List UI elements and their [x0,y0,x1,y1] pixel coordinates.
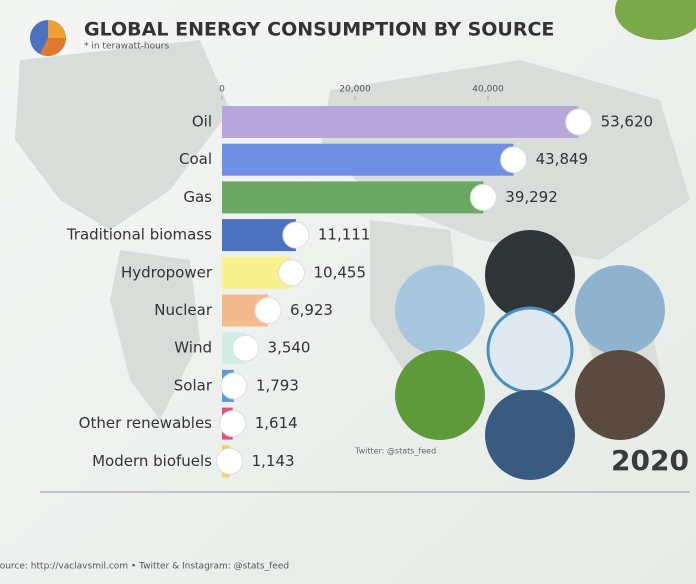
image-collage [395,230,665,480]
x-tick-label: 0 [219,85,225,95]
year: 2020 [611,444,689,477]
category-label: Other renewables [79,414,213,432]
bar-icon [565,108,593,136]
bar-icon [278,259,306,287]
leaf-decoration [615,0,696,40]
bar-icon [219,410,247,438]
credit: Twitter: @stats_feed [354,447,436,456]
x-tick-label: 40,000 [472,85,504,95]
source: Source: http://vaclavsmil.com • Twitter … [0,562,289,572]
value-label: 1,143 [252,452,295,470]
bar-icon [232,334,260,362]
category-label: Hydropower [121,263,213,281]
category-label: Solar [174,376,213,394]
value-label: 39,292 [505,188,558,206]
chart-title: GLOBAL ENERGY CONSUMPTION BY SOURCE [84,19,554,41]
bar-icon [282,221,310,249]
bar-icon [220,372,248,400]
chart-subtitle: * in terawatt-hours [84,42,170,52]
bar [222,106,579,138]
bar-icon [469,183,497,211]
logo-slice [40,38,66,56]
value-label: 43,849 [536,150,589,168]
category-label: Modern biofuels [92,452,212,470]
category-label: Nuclear [154,301,213,319]
bar-icon [254,297,282,324]
value-label: 1,614 [255,414,298,432]
value-label: 10,455 [314,263,367,281]
value-label: 11,111 [318,226,371,244]
value-label: 53,620 [601,113,654,131]
category-label: Gas [183,188,212,206]
bar-icon [500,146,528,174]
x-tick-label: 20,000 [339,85,371,95]
category-label: Coal [179,150,212,168]
bar [222,181,484,214]
category-label: Wind [174,339,212,357]
value-label: 1,793 [256,376,299,394]
category-label: Traditional biomass [66,226,212,244]
logo-slice [48,20,66,38]
value-label: 3,540 [268,339,311,357]
bar-icon [216,447,244,475]
value-label: 6,923 [290,301,333,319]
bar [222,143,514,176]
category-label: Oil [192,113,212,131]
